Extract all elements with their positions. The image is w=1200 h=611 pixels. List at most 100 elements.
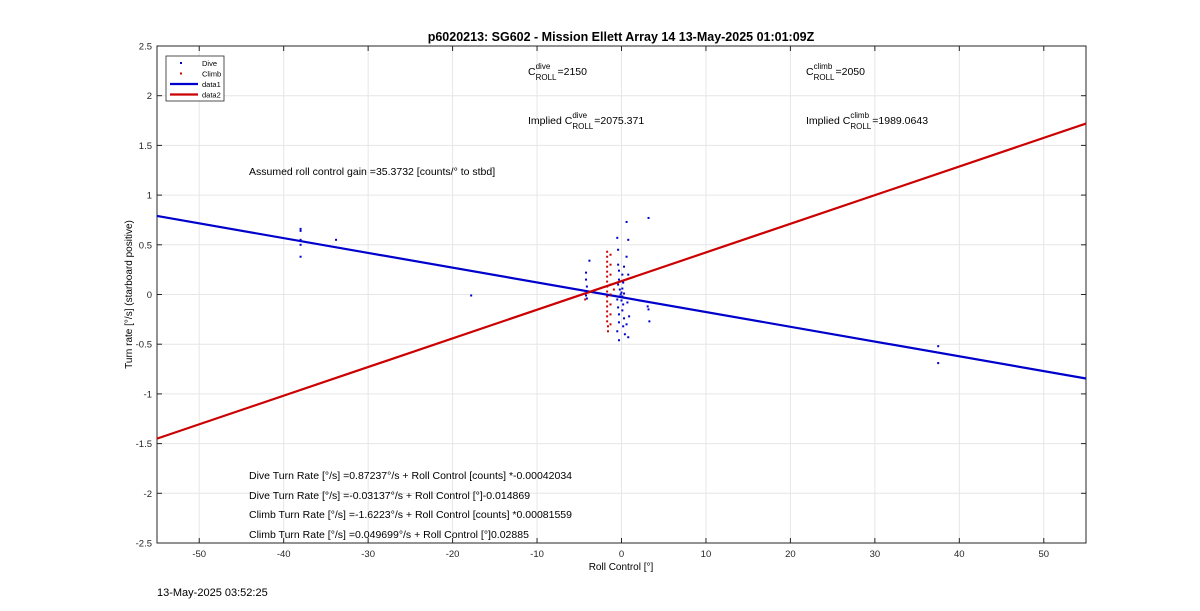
point-climb — [609, 323, 612, 326]
point-climb — [606, 330, 609, 333]
point-dive — [623, 317, 626, 320]
point-dive — [617, 306, 620, 309]
point-dive — [625, 255, 628, 258]
point-climb — [606, 285, 609, 288]
point-climb — [606, 325, 609, 328]
point-dive — [585, 271, 588, 274]
point-dive — [626, 301, 629, 304]
point-climb — [587, 291, 590, 294]
legend-marker-dive — [180, 62, 182, 64]
y-axis-label: Turn rate [°/s] (starboard positive) — [124, 220, 135, 369]
point-climb — [606, 280, 609, 283]
x-tick-label: -40 — [277, 549, 291, 560]
point-dive — [622, 281, 625, 284]
implied-c-roll-dive-text: Implied Cdive ROLL=2075.371 — [528, 111, 644, 131]
roll-gain-annotation: Assumed roll control gain =35.3732 [coun… — [249, 166, 495, 178]
point-dive — [585, 278, 588, 281]
point-dive — [616, 330, 619, 333]
point-dive — [585, 297, 588, 300]
point-dive — [621, 309, 624, 312]
point-dive — [625, 220, 628, 223]
y-tick-label: -1 — [144, 389, 152, 400]
implied-c-roll-dive-sup: dive — [572, 111, 587, 120]
point-climb — [612, 288, 615, 291]
point-dive — [622, 303, 625, 306]
c-roll-climb-value: =2050 — [836, 66, 866, 78]
c-roll-dive: Cdive ROLL=2150 — [528, 62, 587, 82]
y-tick-label: -1.5 — [136, 439, 152, 450]
point-dive — [617, 269, 620, 272]
point-dive — [616, 236, 619, 239]
climb-eq-counts: Climb Turn Rate [°/s] =-1.6223°/s + Roll… — [249, 509, 572, 521]
point-dive — [299, 238, 302, 241]
point-dive — [617, 295, 620, 298]
implied-c-roll-climb-base: C — [843, 115, 851, 127]
point-dive — [647, 308, 650, 311]
point-dive — [627, 238, 630, 241]
point-dive — [622, 325, 625, 328]
implied-c-roll-dive-base: C — [565, 115, 573, 127]
point-climb — [606, 265, 609, 268]
point-dive — [616, 298, 619, 301]
y-tick-label: -2 — [144, 489, 152, 500]
point-dive — [619, 293, 622, 296]
point-dive — [617, 321, 620, 324]
point-climb — [584, 298, 587, 301]
point-dive — [627, 273, 630, 276]
dive-eq-counts: Dive Turn Rate [°/s] =0.87237°/s + Roll … — [249, 470, 572, 482]
point-dive — [470, 294, 473, 297]
point-dive — [299, 229, 302, 232]
point-climb — [609, 273, 612, 276]
legend-label-data2: data2 — [202, 91, 221, 100]
point-climb — [606, 260, 609, 263]
y-tick-label: 2 — [147, 91, 152, 102]
figure-timestamp: 13-May-2025 03:52:25 — [157, 587, 268, 599]
legend-label-climb: Climb — [202, 70, 221, 79]
x-tick-label: 0 — [619, 549, 624, 560]
implied-c-roll-climb-text: Implied Cclimb ROLL=1989.0643 — [806, 111, 928, 131]
point-climb — [606, 250, 609, 253]
y-tick-label: 0.5 — [139, 240, 152, 251]
point-climb — [609, 283, 612, 286]
x-tick-label: 30 — [870, 549, 881, 560]
c-roll-dive-base: C — [528, 66, 536, 78]
point-climb — [606, 255, 609, 258]
point-dive — [622, 296, 625, 299]
point-climb — [609, 253, 612, 256]
implied-c-roll-climb-prefix: Implied — [806, 115, 843, 127]
x-tick-label: -50 — [192, 549, 206, 560]
point-dive — [623, 265, 626, 268]
point-dive — [623, 333, 626, 336]
c-roll-climb-sup: climb — [814, 62, 833, 71]
point-dive — [646, 305, 649, 308]
c-roll-climb: Cclimb ROLL=2050 — [806, 62, 865, 82]
implied-c-roll-dive-prefix: Implied — [528, 115, 565, 127]
data-points — [299, 216, 940, 365]
y-tick-label: -0.5 — [136, 340, 152, 351]
y-tick-label: 2.5 — [139, 42, 152, 53]
point-dive — [937, 345, 940, 348]
c-roll-dive-value: =2150 — [558, 66, 588, 78]
x-tick-label: 20 — [785, 549, 796, 560]
c-roll-climb-text: Cclimb ROLL=2050 — [806, 62, 865, 82]
point-dive — [617, 339, 620, 342]
dive-eq-degrees: Dive Turn Rate [°/s] =-0.03137°/s + Roll… — [249, 490, 530, 502]
point-climb — [609, 263, 612, 266]
point-climb — [606, 295, 609, 298]
y-tick-label: -2.5 — [136, 539, 152, 550]
x-tick-label: -30 — [361, 549, 375, 560]
point-dive — [620, 291, 623, 294]
point-dive — [647, 216, 650, 219]
point-dive — [617, 263, 620, 266]
point-dive — [299, 227, 302, 230]
y-tick-label: 1 — [147, 191, 152, 202]
implied-c-roll-climb-sup: climb — [850, 111, 869, 120]
climb-eq-degrees: Climb Turn Rate [°/s] =0.049699°/s + Rol… — [249, 529, 529, 541]
point-dive — [937, 362, 940, 365]
point-dive — [620, 299, 623, 302]
point-dive — [618, 288, 621, 291]
implied-c-roll-climb-value: =1989.0643 — [872, 115, 928, 127]
annotations: Cdive ROLL=2150 Cclimb ROLL=2050 Implied Cdi… — [249, 62, 928, 541]
point-dive — [621, 287, 624, 290]
